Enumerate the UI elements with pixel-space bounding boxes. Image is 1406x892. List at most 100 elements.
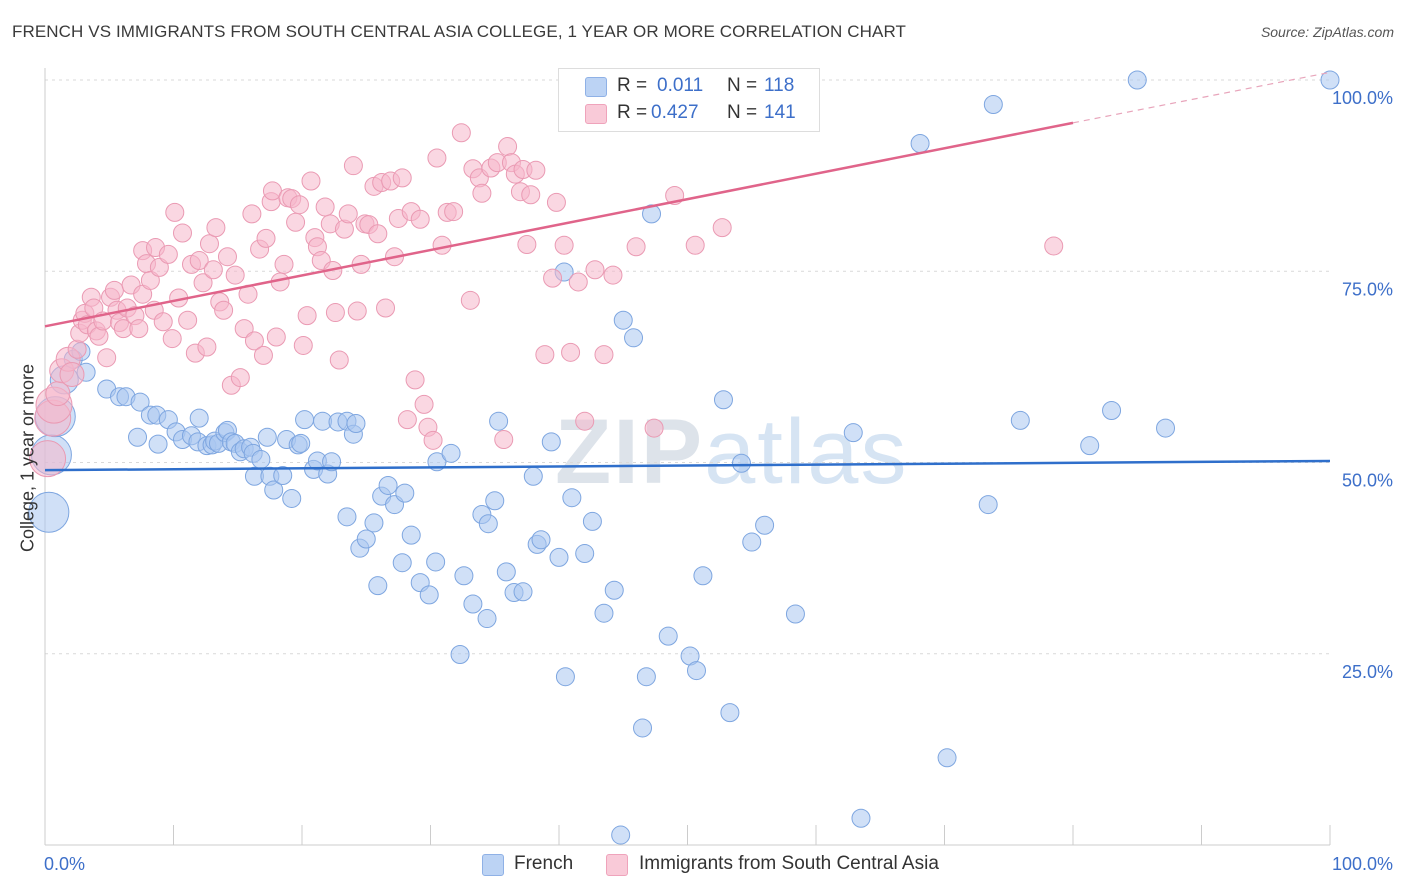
immigrants-point [414, 394, 434, 414]
french-point [541, 432, 561, 452]
immigrants-point [315, 197, 335, 217]
french-point [282, 488, 302, 508]
immigrants-point [178, 310, 198, 330]
immigrants-point [347, 301, 367, 321]
immigrants-point [517, 234, 537, 254]
x-tick-label-min: 0.0% [44, 854, 85, 874]
french-point [624, 328, 644, 348]
french-point [531, 530, 551, 550]
immigrants-point [405, 370, 425, 390]
immigrants-point [329, 350, 349, 370]
french-point [658, 626, 678, 646]
immigrants-point [594, 345, 614, 365]
immigrants-swatch [585, 104, 607, 124]
immigrants-point [392, 168, 412, 188]
immigrants-point [172, 223, 192, 243]
french-legend-swatch [482, 854, 504, 876]
immigrants-point [494, 430, 514, 450]
immigrants-point [376, 298, 396, 318]
immigrants-trend-line [44, 121, 1074, 328]
french-point [478, 514, 498, 534]
immigrants-point [162, 329, 182, 349]
chart-title: FRENCH VS IMMIGRANTS FROM SOUTH CENTRAL … [12, 22, 906, 41]
french-point [604, 580, 624, 600]
french-point [513, 582, 533, 602]
immigrants-point [397, 410, 417, 430]
french-point [485, 491, 505, 511]
stats-legend-row-immigrants: R = 0.427 N = 141 [559, 100, 819, 128]
r-label: R = [617, 75, 648, 96]
french-point [693, 566, 713, 586]
french-point [395, 483, 415, 503]
immigrants-point [427, 148, 447, 168]
french-points [28, 70, 1340, 845]
immigrants-point [214, 300, 234, 320]
french-point [562, 488, 582, 508]
french-point [130, 392, 150, 412]
immigrants-point [526, 160, 546, 180]
y-tick-label: 100.0% [1332, 88, 1393, 108]
french-point [28, 491, 70, 533]
immigrants-legend-swatch [606, 854, 628, 876]
french-point [273, 466, 293, 486]
immigrants-point [97, 348, 117, 368]
immigrants-point [104, 280, 124, 300]
french-point [148, 434, 168, 454]
french-point [633, 718, 653, 738]
french-point [463, 594, 483, 614]
immigrants-point [546, 192, 566, 212]
watermark: ZIPatlas [555, 400, 908, 505]
immigrants-point [274, 254, 294, 274]
immigrants-point [230, 368, 250, 388]
immigrants-point [451, 123, 471, 143]
source-credit: Source: ZipAtlas.com [1260, 24, 1394, 40]
n-label: N = [727, 102, 758, 123]
immigrants-point [217, 247, 237, 267]
immigrants-point [206, 218, 226, 238]
french-point [426, 552, 446, 572]
french-point [937, 748, 957, 768]
french-point [851, 808, 871, 828]
french-point [337, 507, 357, 527]
immigrants-point [626, 237, 646, 257]
immigrants-point [603, 265, 623, 285]
immigrants-point [297, 306, 317, 326]
french-point [291, 433, 311, 453]
gridlines [45, 79, 1330, 655]
french-point [555, 667, 575, 687]
immigrants-point [585, 260, 605, 280]
french-point [378, 475, 398, 495]
immigrants-point [644, 418, 664, 438]
french-point [636, 667, 656, 687]
french-point [450, 645, 470, 665]
french-point [264, 480, 284, 500]
immigrants-point [189, 251, 209, 271]
immigrants-point [59, 362, 85, 388]
french-point [910, 133, 930, 153]
french-point [755, 515, 775, 535]
series-legend: French Immigrants from South Central Asi… [0, 852, 1406, 880]
x-tick-label-max: 100.0% [1332, 854, 1393, 874]
french-point [419, 585, 439, 605]
immigrants-point [199, 234, 219, 254]
immigrants-point [129, 319, 149, 339]
french-point [251, 449, 271, 469]
tick-labels: 25.0% 50.0% 75.0% 100.0% 0.0% 100.0% [44, 88, 1393, 874]
immigrants-point [301, 171, 321, 191]
french-point [489, 411, 509, 431]
immigrants-point [67, 339, 87, 359]
immigrants-point [561, 342, 581, 362]
y-axis-label: College, 1 year or more [17, 363, 38, 553]
french-point [1010, 410, 1030, 430]
french-point [720, 703, 740, 723]
french-point [1127, 70, 1147, 90]
french-point [1156, 418, 1176, 438]
french-point [613, 310, 633, 330]
french-point [575, 544, 595, 564]
french-point [594, 603, 614, 623]
immigrants-point [338, 204, 358, 224]
immigrants-point [234, 319, 254, 339]
immigrants-point [498, 137, 518, 157]
immigrants-point [293, 335, 313, 355]
